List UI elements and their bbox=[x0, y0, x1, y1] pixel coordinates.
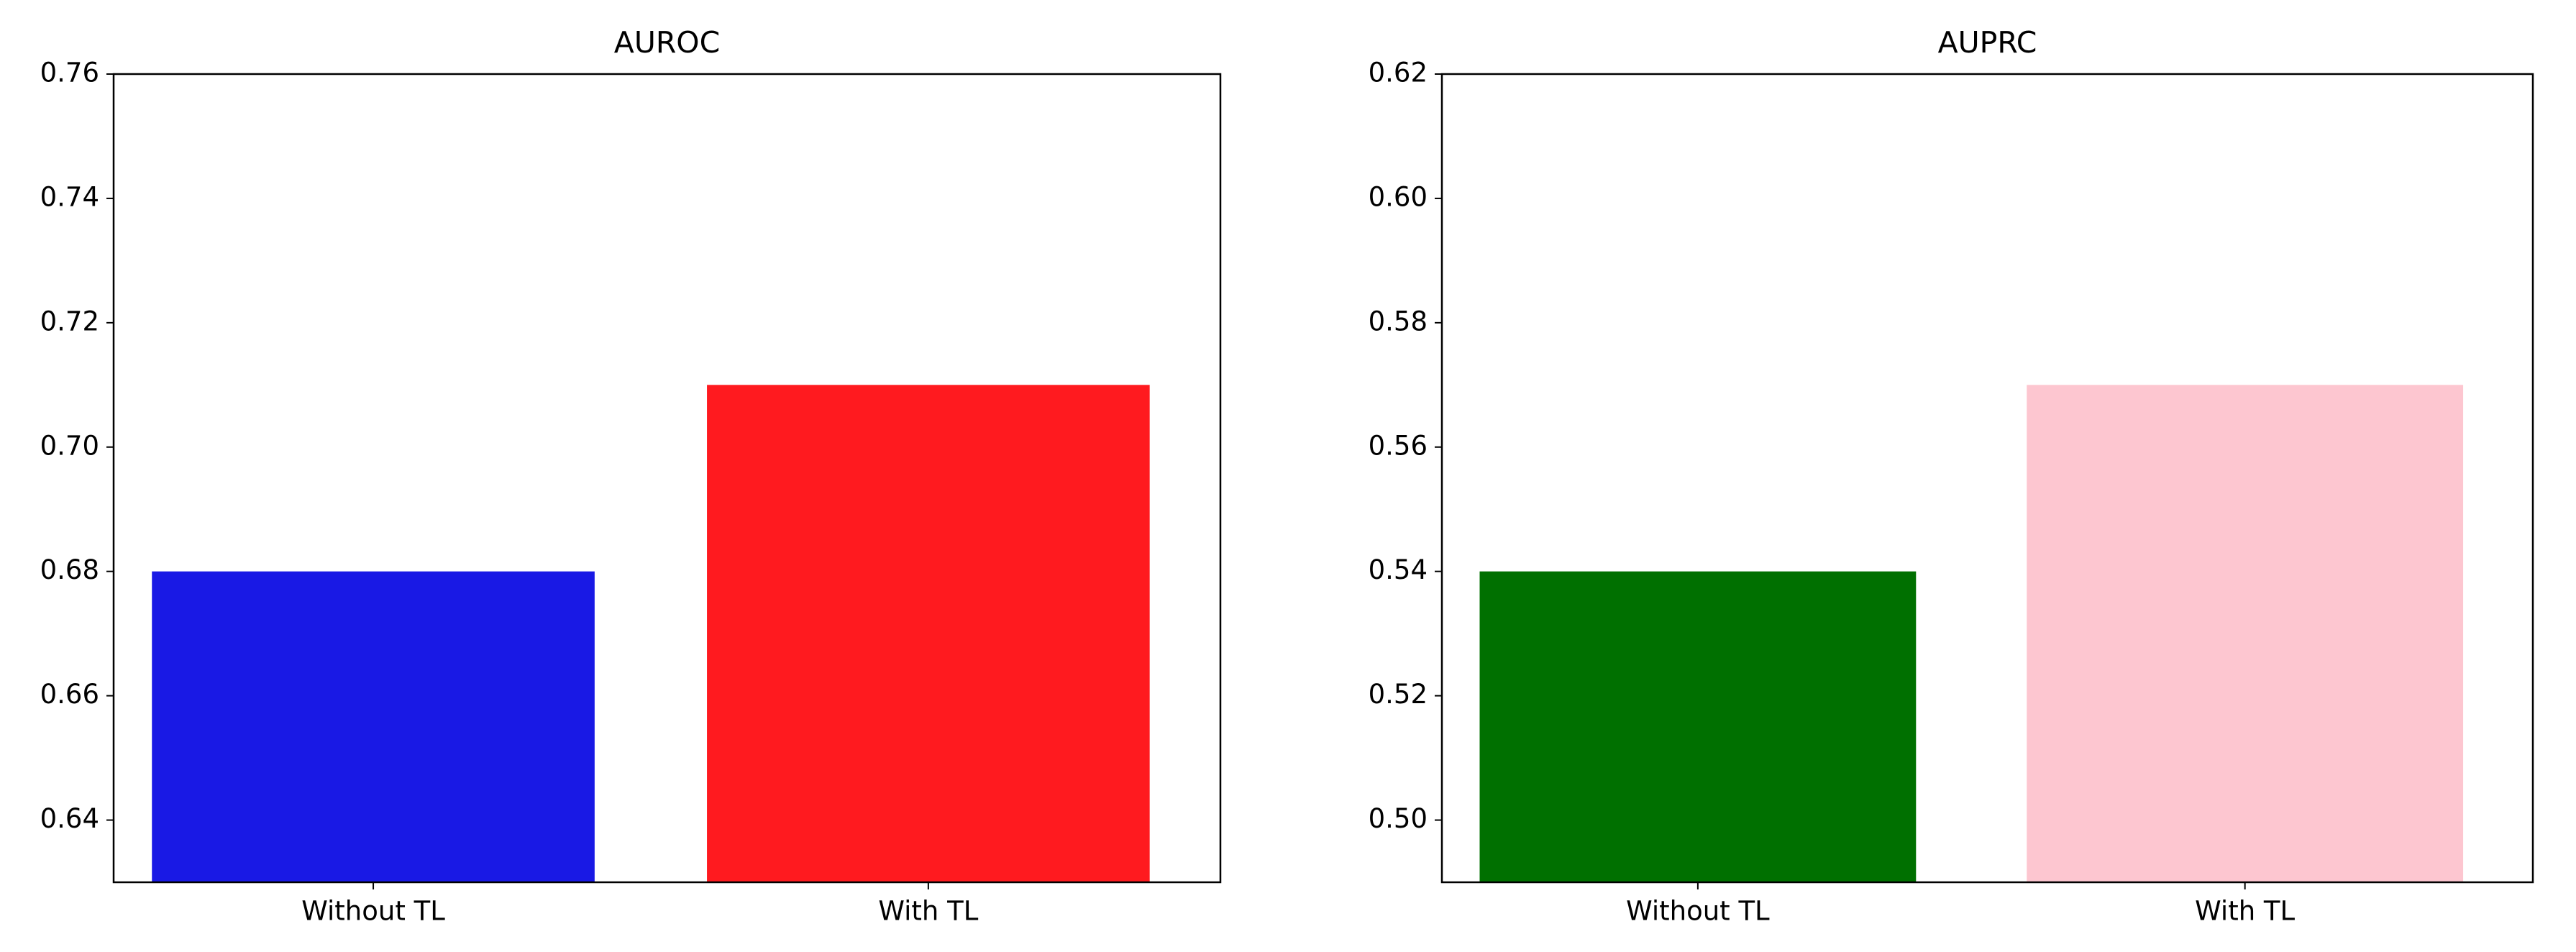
y-tick-label: 0.68 bbox=[40, 554, 99, 585]
y-tick-label: 0.52 bbox=[1369, 679, 1428, 710]
y-tick-label: 0.54 bbox=[1369, 554, 1428, 585]
y-tick-label: 0.66 bbox=[40, 679, 99, 710]
bar bbox=[1479, 571, 1917, 882]
y-tick-label: 0.62 bbox=[1369, 58, 1428, 88]
y-tick-label: 0.60 bbox=[1369, 181, 1428, 212]
x-tick-label: Without TL bbox=[301, 896, 445, 927]
y-tick-label: 0.70 bbox=[40, 430, 99, 461]
y-tick-label: 0.58 bbox=[1369, 306, 1428, 337]
y-tick-label: 0.56 bbox=[1369, 430, 1428, 461]
plot-frame bbox=[1440, 73, 2534, 884]
x-tick-label: With TL bbox=[2195, 896, 2295, 927]
x-tick-label: Without TL bbox=[1626, 896, 1770, 927]
y-tick-label: 0.76 bbox=[40, 58, 99, 88]
bar bbox=[152, 571, 595, 882]
chart-title: AUPRC bbox=[1938, 25, 2037, 60]
y-tick-label: 0.74 bbox=[40, 181, 99, 212]
y-tick-label: 0.50 bbox=[1369, 803, 1428, 834]
bar bbox=[707, 385, 1150, 882]
x-tick-label: With TL bbox=[878, 896, 978, 927]
chart-title: AUROC bbox=[614, 25, 720, 60]
y-tick-label: 0.64 bbox=[40, 803, 99, 834]
plot-frame bbox=[112, 73, 1222, 884]
y-tick-label: 0.72 bbox=[40, 306, 99, 337]
bar bbox=[2027, 385, 2464, 882]
